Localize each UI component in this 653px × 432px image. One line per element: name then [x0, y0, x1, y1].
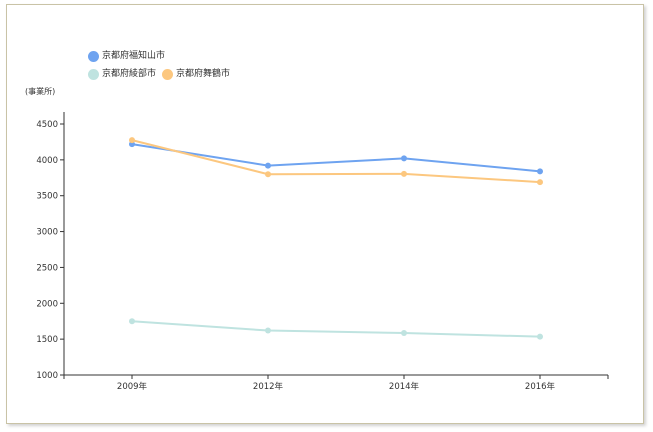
chart-frame	[6, 4, 644, 424]
legend-item-series-2[interactable]: 京都府舞鶴市	[162, 67, 230, 81]
data-point-series-1-1[interactable]	[265, 327, 271, 334]
chart-legend: 京都府福知山市 京都府綾部市 京都府舞鶴市	[88, 47, 236, 83]
legend-swatch-series-0	[88, 50, 99, 62]
y-tick-label: 2000	[36, 299, 58, 309]
y-tick-label: 1500	[36, 335, 58, 345]
y-axis-unit-label: (事業所)	[25, 87, 56, 96]
series-line-0	[131, 143, 541, 173]
data-point-series-1-3[interactable]	[537, 333, 543, 340]
data-point-series-2-2[interactable]	[401, 170, 407, 177]
x-tick-label: 2012年	[253, 381, 284, 392]
legend-item-series-0[interactable]: 京都府福知山市	[88, 49, 165, 63]
axes-group: 1000 1500 2000 2500 3000 3500 4000 4500 2009年 201…	[36, 112, 609, 392]
series-line-1	[131, 320, 541, 338]
y-tick-label: 2500	[36, 263, 58, 273]
legend-label-series-2: 京都府舞鶴市	[176, 69, 231, 79]
legend-swatch-series-1	[88, 68, 99, 80]
data-point-series-0-3[interactable]	[537, 168, 543, 175]
legend-row-2: 京都府綾部市 京都府舞鶴市	[88, 65, 236, 83]
series-line-2	[131, 139, 541, 184]
legend-swatch-series-2	[162, 68, 174, 80]
legend-row-1: 京都府福知山市	[88, 47, 236, 65]
legend-item-series-1[interactable]: 京都府綾部市	[88, 67, 156, 81]
series-points-group	[129, 137, 543, 340]
y-tick-label: 3000	[36, 228, 58, 238]
y-tick-label: 3500	[36, 192, 58, 202]
data-point-series-2-0[interactable]	[129, 137, 135, 144]
series-lines-group	[131, 139, 541, 338]
data-point-series-2-3[interactable]	[537, 179, 543, 186]
legend-label-series-0: 京都府福知山市	[102, 51, 166, 61]
x-tick-label: 2016年	[525, 381, 556, 392]
data-point-series-2-1[interactable]	[265, 171, 271, 178]
data-point-series-1-2[interactable]	[401, 330, 407, 337]
y-tick-label: 4500	[36, 120, 58, 130]
y-tick-label: 1000	[36, 371, 58, 381]
data-point-series-0-1[interactable]	[265, 162, 271, 169]
x-tick-label: 2009年	[117, 381, 148, 392]
y-tick-label: 4000	[36, 156, 58, 166]
legend-label-series-1: 京都府綾部市	[102, 69, 157, 79]
data-point-series-1-0[interactable]	[129, 318, 135, 325]
x-tick-label: 2014年	[389, 381, 420, 392]
data-point-series-0-2[interactable]	[401, 155, 407, 162]
